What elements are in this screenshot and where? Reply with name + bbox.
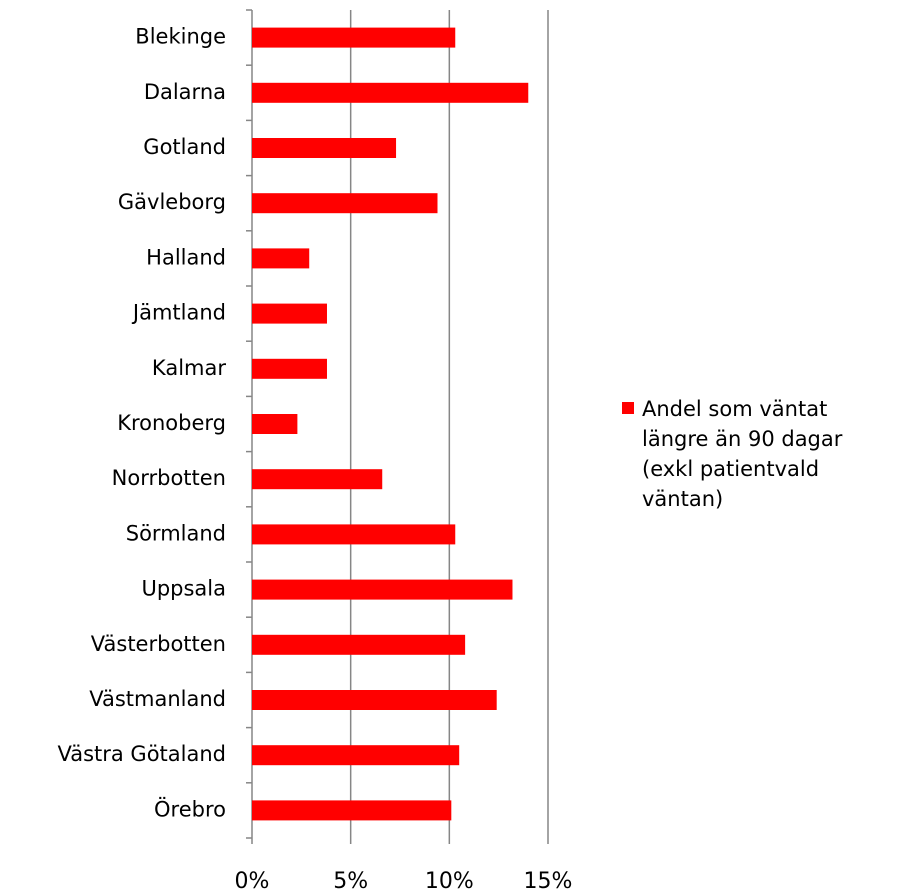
x-tick-label: 0% [235, 869, 270, 894]
y-tick-label: Kronoberg [117, 411, 226, 435]
y-tick-label: Dalarna [144, 80, 226, 104]
bar [252, 248, 310, 269]
bar [252, 634, 466, 655]
x-tick-label: 10% [425, 869, 474, 894]
y-tick-label: Västra Götaland [57, 742, 226, 766]
bar [252, 414, 298, 434]
bar [252, 690, 497, 710]
x-tick-label: 5% [333, 869, 368, 894]
y-tick-label: Gävleborg [118, 190, 226, 214]
y-tick-label: Västmanland [89, 687, 226, 711]
bar [252, 469, 383, 490]
y-tick-label: Västerbotten [91, 632, 226, 656]
bar [252, 579, 513, 600]
y-tick-label: Kalmar [152, 356, 226, 380]
bar [252, 193, 438, 214]
y-tick-label: Örebro [154, 796, 226, 821]
x-tick-label: 15% [524, 869, 573, 894]
legend: Andel som väntat längre än 90 dagar (exk… [622, 394, 892, 514]
bar [252, 800, 452, 821]
bar [252, 524, 456, 545]
legend-label: Andel som väntat längre än 90 dagar (exk… [642, 397, 843, 511]
bar [252, 138, 397, 158]
legend-swatch [622, 402, 634, 414]
y-tick-label: Uppsala [141, 577, 226, 601]
y-tick-label: Norrbotten [112, 466, 226, 490]
bar [252, 358, 327, 379]
y-tick-label: Gotland [143, 135, 226, 159]
y-tick-label: Blekinge [135, 25, 226, 49]
bar [252, 27, 456, 48]
bar [252, 745, 460, 766]
y-tick-label: Halland [146, 245, 226, 269]
y-tick-label: Sörmland [126, 521, 226, 545]
y-tick-label: Jämtland [131, 301, 226, 325]
bar [252, 82, 529, 103]
bar [252, 303, 327, 324]
